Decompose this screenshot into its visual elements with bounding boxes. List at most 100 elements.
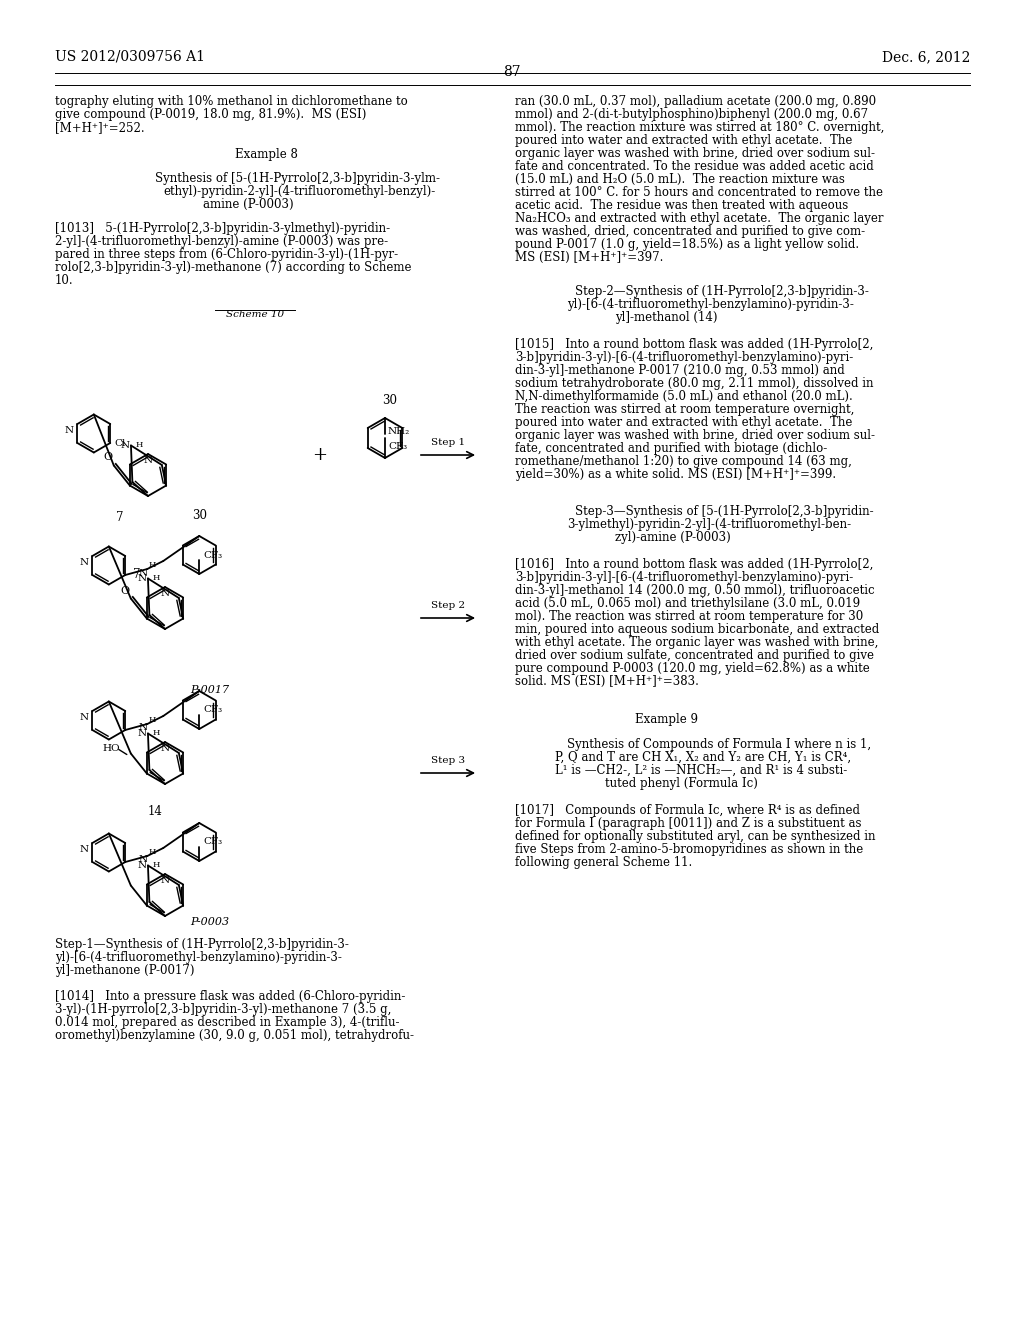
Text: P-0003: P-0003 [190,917,229,927]
Text: [M+H⁺]⁺=252.: [M+H⁺]⁺=252. [55,121,144,135]
Text: N: N [161,876,170,884]
Text: ran (30.0 mL, 0.37 mol), palladium acetate (200.0 mg, 0.890: ran (30.0 mL, 0.37 mol), palladium aceta… [515,95,877,108]
Text: din-3-yl]-methanone P-0017 (210.0 mg, 0.53 mmol) and: din-3-yl]-methanone P-0017 (210.0 mg, 0.… [515,364,845,378]
Text: Step 3: Step 3 [431,756,465,766]
Text: [1017]   Compounds of Formula Ic, where R⁴ is as defined: [1017] Compounds of Formula Ic, where R⁴… [515,804,860,817]
Text: 30: 30 [383,393,397,407]
Text: N: N [143,455,153,465]
Text: 7: 7 [133,568,140,581]
Text: was washed, dried, concentrated and purified to give com-: was washed, dried, concentrated and puri… [515,224,865,238]
Text: N: N [138,574,147,583]
Text: N: N [138,729,147,738]
Text: give compound (P-0019, 18.0 mg, 81.9%).  MS (ESI): give compound (P-0019, 18.0 mg, 81.9%). … [55,108,367,121]
Text: N: N [65,426,74,436]
Text: NH₂: NH₂ [388,426,411,436]
Text: Step-1—Synthesis of (1H-Pyrrolo[2,3-b]pyridin-3-: Step-1—Synthesis of (1H-Pyrrolo[2,3-b]py… [55,939,349,950]
Text: N: N [121,441,130,450]
Text: N: N [138,569,147,578]
Text: P-0017: P-0017 [190,685,229,696]
Text: (15.0 mL) and H₂O (5.0 mL).  The reaction mixture was: (15.0 mL) and H₂O (5.0 mL). The reaction… [515,173,845,186]
Text: stirred at 100° C. for 5 hours and concentrated to remove the: stirred at 100° C. for 5 hours and conce… [515,186,883,199]
Text: with ethyl acetate. The organic layer was washed with brine,: with ethyl acetate. The organic layer wa… [515,636,879,649]
Text: H: H [136,441,143,450]
Text: N: N [79,713,88,722]
Text: yl]-methanol (14): yl]-methanol (14) [615,312,718,323]
Text: 2-yl]-(4-trifluoromethyl-benzyl)-amine (P-0003) was pre-: 2-yl]-(4-trifluoromethyl-benzyl)-amine (… [55,235,388,248]
Text: organic layer was washed with brine, dried over sodium sul-: organic layer was washed with brine, dri… [515,147,874,160]
Text: yl]-methanone (P-0017): yl]-methanone (P-0017) [55,964,195,977]
Text: pound P-0017 (1.0 g, yield=18.5%) as a light yellow solid.: pound P-0017 (1.0 g, yield=18.5%) as a l… [515,238,859,251]
Text: tography eluting with 10% methanol in dichloromethane to: tography eluting with 10% methanol in di… [55,95,408,108]
Text: defined for optionally substituted aryl, can be synthesized in: defined for optionally substituted aryl,… [515,830,876,843]
Text: romethane/methanol 1:20) to give compound 14 (63 mg,: romethane/methanol 1:20) to give compoun… [515,455,852,469]
Text: following general Scheme 11.: following general Scheme 11. [515,855,692,869]
Text: Step-2—Synthesis of (1H-Pyrrolo[2,3-b]pyridin-3-: Step-2—Synthesis of (1H-Pyrrolo[2,3-b]py… [575,285,869,298]
Text: O: O [103,453,113,462]
Text: 7: 7 [117,511,124,524]
Text: fate and concentrated. To the residue was added acetic acid: fate and concentrated. To the residue wa… [515,160,873,173]
Text: H: H [153,862,161,870]
Text: 87: 87 [503,65,521,79]
Text: N: N [138,861,147,870]
Text: 0.014 mol, prepared as described in Example 3), 4-(triflu-: 0.014 mol, prepared as described in Exam… [55,1016,399,1030]
Text: pure compound P-0003 (120.0 mg, yield=62.8%) as a white: pure compound P-0003 (120.0 mg, yield=62… [515,663,869,675]
Text: O: O [120,586,129,595]
Text: N,N-dimethylformamide (5.0 mL) and ethanol (20.0 mL).: N,N-dimethylformamide (5.0 mL) and ethan… [515,389,853,403]
Text: CF₃: CF₃ [204,550,222,560]
Text: N: N [79,558,88,568]
Text: dried over sodium sulfate, concentrated and purified to give: dried over sodium sulfate, concentrated … [515,649,874,663]
Text: yl)-[6-(4-trifluoromethyl-benzylamino)-pyridin-3-: yl)-[6-(4-trifluoromethyl-benzylamino)-p… [55,950,342,964]
Text: HO: HO [102,744,120,752]
Text: 3-ylmethyl)-pyridin-2-yl]-(4-trifluoromethyl-ben-: 3-ylmethyl)-pyridin-2-yl]-(4-trifluorome… [567,517,851,531]
Text: N: N [79,845,88,854]
Text: sodium tetrahydroborate (80.0 mg, 2.11 mmol), dissolved in: sodium tetrahydroborate (80.0 mg, 2.11 m… [515,378,873,389]
Text: US 2012/0309756 A1: US 2012/0309756 A1 [55,50,205,63]
Text: MS (ESI) [M+H⁺]⁺=397.: MS (ESI) [M+H⁺]⁺=397. [515,251,664,264]
Text: five Steps from 2-amino-5-bromopyridines as shown in the: five Steps from 2-amino-5-bromopyridines… [515,843,863,855]
Text: Na₂HCO₃ and extracted with ethyl acetate.  The organic layer: Na₂HCO₃ and extracted with ethyl acetate… [515,213,884,224]
Text: fate, concentrated and purified with biotage (dichlo-: fate, concentrated and purified with bio… [515,442,827,455]
Text: CF₃: CF₃ [204,705,222,714]
Text: N: N [138,855,147,865]
Text: H: H [153,574,161,582]
Text: 14: 14 [147,805,163,818]
Text: din-3-yl]-methanol 14 (200.0 mg, 0.50 mmol), trifluoroacetic: din-3-yl]-methanol 14 (200.0 mg, 0.50 mm… [515,583,874,597]
Text: +: + [312,446,328,465]
Text: Step 2: Step 2 [431,601,465,610]
Text: L¹ is —CH2-, L² is —NHCH₂—, and R¹ is 4 substi-: L¹ is —CH2-, L² is —NHCH₂—, and R¹ is 4 … [555,764,847,777]
Text: H: H [148,715,156,723]
Text: P, Q and T are CH X₁, X₂ and Y₂ are CH, Y₁ is CR⁴,: P, Q and T are CH X₁, X₂ and Y₂ are CH, … [555,751,851,764]
Text: mmol). The reaction mixture was stirred at 180° C. overnight,: mmol). The reaction mixture was stirred … [515,121,885,135]
Text: 3-b]pyridin-3-yl)-[6-(4-trifluoromethyl-benzylamino)-pyri-: 3-b]pyridin-3-yl)-[6-(4-trifluoromethyl-… [515,351,853,364]
Text: tuted phenyl (Formula Ic): tuted phenyl (Formula Ic) [605,777,758,789]
Text: for Formula I (paragraph [0011]) and Z is a substituent as: for Formula I (paragraph [0011]) and Z i… [515,817,861,830]
Text: yield=30%) as a white solid. MS (ESI) [M+H⁺]⁺=399.: yield=30%) as a white solid. MS (ESI) [M… [515,469,837,480]
Text: N: N [161,589,170,598]
Text: Example 9: Example 9 [635,713,698,726]
Text: ethyl)-pyridin-2-yl]-(4-trifluoromethyl-benzyl)-: ethyl)-pyridin-2-yl]-(4-trifluoromethyl-… [163,185,435,198]
Text: min, poured into aqueous sodium bicarbonate, and extracted: min, poured into aqueous sodium bicarbon… [515,623,880,636]
Text: poured into water and extracted with ethyl acetate.  The: poured into water and extracted with eth… [515,135,852,147]
Text: oromethyl)benzylamine (30, 9.0 g, 0.051 mol), tetrahydrofu-: oromethyl)benzylamine (30, 9.0 g, 0.051 … [55,1030,414,1041]
Text: 3-b]pyridin-3-yl]-[6-(4-trifluoromethyl-benzylamino)-pyri-: 3-b]pyridin-3-yl]-[6-(4-trifluoromethyl-… [515,572,853,583]
Text: Cl: Cl [115,438,126,447]
Text: H: H [148,847,156,855]
Text: N: N [138,723,147,733]
Text: N: N [161,744,170,752]
Text: 3-yl)-(1H-pyrrolo[2,3-b]pyridin-3-yl)-methanone 7 (3.5 g,: 3-yl)-(1H-pyrrolo[2,3-b]pyridin-3-yl)-me… [55,1003,391,1016]
Text: Synthesis of [5-(1H-Pyrrolo[2,3-b]pyridin-3-ylm-: Synthesis of [5-(1H-Pyrrolo[2,3-b]pyridi… [155,172,440,185]
Text: organic layer was washed with brine, dried over sodium sul-: organic layer was washed with brine, dri… [515,429,874,442]
Text: yl)-[6-(4-trifluoromethyl-benzylamino)-pyridin-3-: yl)-[6-(4-trifluoromethyl-benzylamino)-p… [567,298,854,312]
Text: zyl)-amine (P-0003): zyl)-amine (P-0003) [615,531,731,544]
Text: rolo[2,3-b]pyridin-3-yl)-methanone (7) according to Scheme: rolo[2,3-b]pyridin-3-yl)-methanone (7) a… [55,261,412,275]
Text: H: H [148,561,156,569]
Text: acid (5.0 mL, 0.065 mol) and triethylsilane (3.0 mL, 0.019: acid (5.0 mL, 0.065 mol) and triethylsil… [515,597,860,610]
Text: [1015]   Into a round bottom flask was added (1H-Pyrrolo[2,: [1015] Into a round bottom flask was add… [515,338,873,351]
Text: mmol) and 2-(di-t-butylphosphino)biphenyl (200.0 mg, 0.67: mmol) and 2-(di-t-butylphosphino)bipheny… [515,108,868,121]
Text: CF₃: CF₃ [204,837,222,846]
Text: Synthesis of Compounds of Formula I where n is 1,: Synthesis of Compounds of Formula I wher… [567,738,871,751]
Text: mol). The reaction was stirred at room temperature for 30: mol). The reaction was stirred at room t… [515,610,863,623]
Text: The reaction was stirred at room temperature overnight,: The reaction was stirred at room tempera… [515,403,854,416]
Text: [1013]   5-(1H-Pyrrolo[2,3-b]pyridin-3-ylmethyl)-pyridin-: [1013] 5-(1H-Pyrrolo[2,3-b]pyridin-3-ylm… [55,222,390,235]
Text: poured into water and extracted with ethyl acetate.  The: poured into water and extracted with eth… [515,416,852,429]
